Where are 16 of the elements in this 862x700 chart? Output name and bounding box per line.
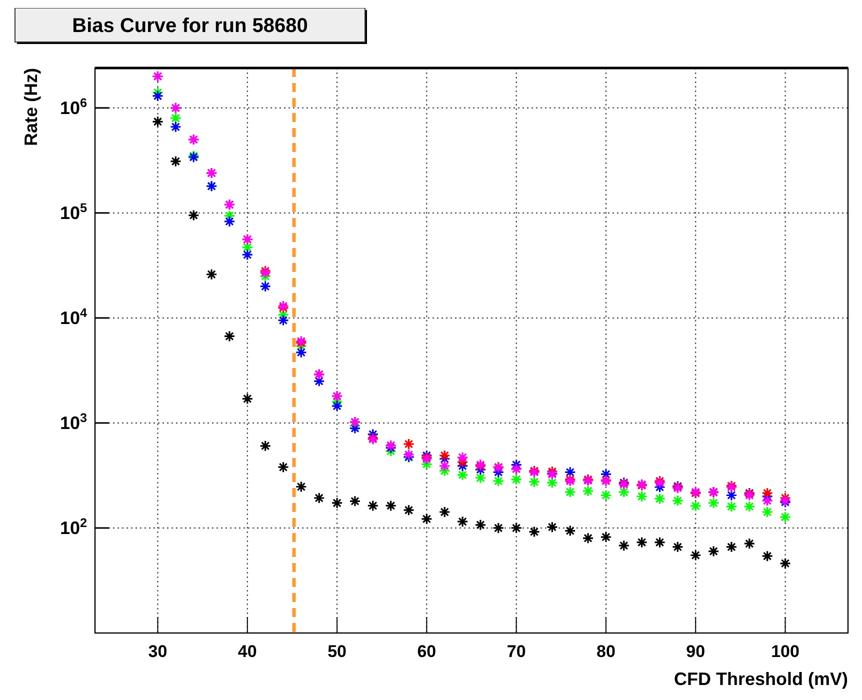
x-tick-label: 90 xyxy=(686,642,706,661)
x-tick-label: 40 xyxy=(238,642,257,661)
y-tick-label: 10$^{5}$ xyxy=(60,200,87,223)
y-tick-label: 10$^{6}$ xyxy=(60,96,87,118)
chart-title: Bias Curve for run 58680 xyxy=(72,15,308,37)
x-tick-label: 80 xyxy=(596,642,616,661)
y-axis-title: Rate (Hz) xyxy=(21,68,41,146)
x-axis-title: CFD Threshold (mV) xyxy=(674,669,848,689)
x-tick-label: 70 xyxy=(506,642,526,661)
x-tick-label: 30 xyxy=(148,642,168,661)
x-tick-label: 50 xyxy=(328,642,346,661)
x-tick-label: 60 xyxy=(417,642,436,661)
y-tick-label: 10$^{2}$ xyxy=(60,516,87,538)
y-tick-label: 10$^{4}$ xyxy=(60,306,87,328)
x-tick-label: 100 xyxy=(771,642,800,661)
y-tick-label: 10$^{3}$ xyxy=(60,410,87,433)
